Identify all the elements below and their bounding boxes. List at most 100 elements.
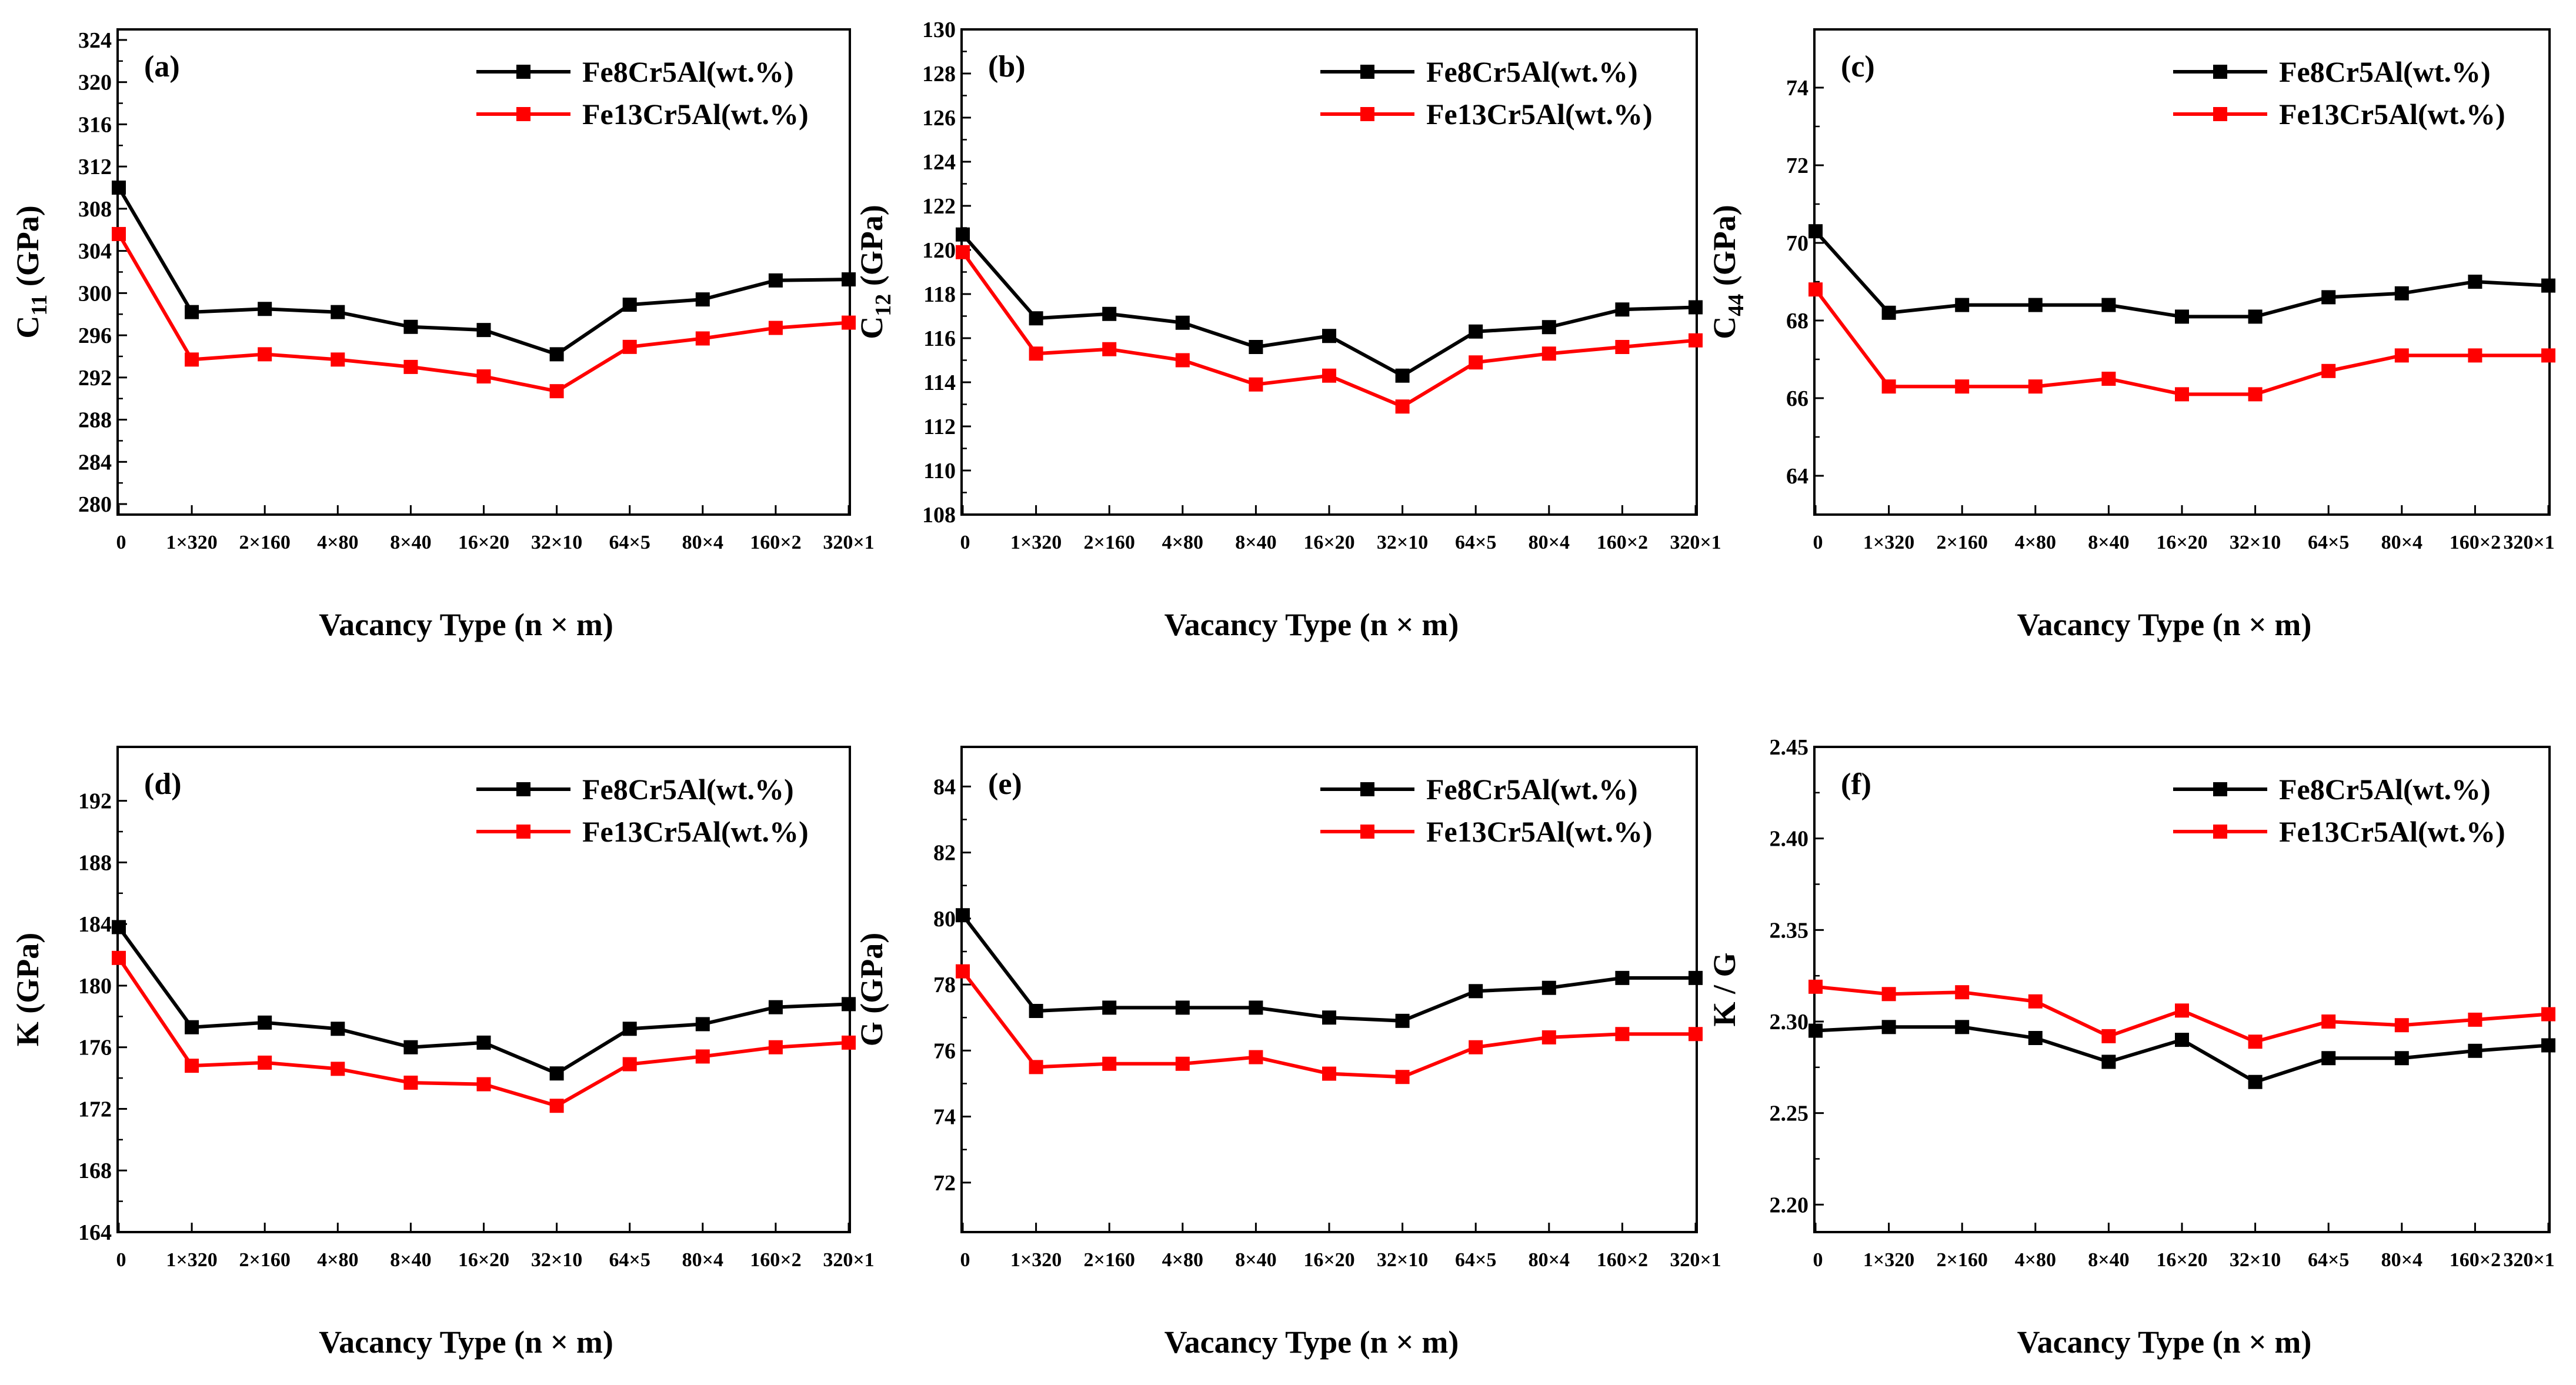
y-tick-label: 172 <box>78 1097 112 1122</box>
legend-marker <box>1360 65 1374 79</box>
x-axis-title: Vacancy Type (n × m) <box>1164 607 1459 642</box>
data-point-fe8cr5al <box>185 1020 199 1034</box>
y-tick-label: 288 <box>78 408 112 433</box>
data-point-fe13cr5al <box>2028 994 2043 1009</box>
data-point-fe13cr5al <box>2101 372 2116 386</box>
data-point-fe8cr5al <box>1808 1023 1823 1038</box>
data-point-fe8cr5al <box>258 302 272 316</box>
x-tick-label: 0 <box>116 1249 126 1271</box>
data-point-fe8cr5al <box>2394 1051 2409 1066</box>
data-point-fe13cr5al <box>403 359 418 374</box>
y-axis-title-main: K <box>10 1022 45 1046</box>
data-point-fe13cr5al <box>1249 377 1263 392</box>
y-axis-title-main: C <box>10 316 45 339</box>
x-tick-label: 80×4 <box>682 1249 723 1271</box>
y-tick-label: 2.20 <box>1770 1193 1809 1217</box>
x-tick-label: 64×5 <box>609 532 650 553</box>
x-tick-label: 64×5 <box>2308 532 2349 553</box>
x-tick-label: 1×320 <box>1863 532 1914 553</box>
data-point-fe8cr5al <box>1102 1000 1117 1015</box>
data-point-fe8cr5al <box>842 997 856 1012</box>
x-tick-label: 32×10 <box>2230 532 2281 553</box>
y-tick-label: 114 <box>923 371 956 395</box>
x-tick-label: 64×5 <box>609 1249 650 1271</box>
x-tick-label: 16×20 <box>458 532 509 553</box>
data-point-fe8cr5al <box>331 305 345 319</box>
data-point-fe8cr5al <box>1469 324 1483 339</box>
data-point-fe8cr5al <box>331 1022 345 1036</box>
x-tick-label: 32×10 <box>1377 532 1428 553</box>
y-tick-label: 72 <box>1786 153 1808 178</box>
data-point-fe8cr5al <box>768 273 783 288</box>
data-point-fe13cr5al <box>2028 379 2043 394</box>
y-axis-title-subscript: 44 <box>1724 294 1749 316</box>
data-point-fe8cr5al <box>1881 305 1896 320</box>
data-point-fe8cr5al <box>1395 1013 1410 1028</box>
y-tick-label: 192 <box>78 789 112 814</box>
y-tick-label: 316 <box>78 112 112 137</box>
x-tick-label: 32×10 <box>1377 1249 1428 1271</box>
data-point-fe8cr5al <box>2468 1043 2482 1058</box>
y-tick-label: 108 <box>922 503 956 528</box>
data-point-fe13cr5al <box>1175 353 1190 368</box>
panel-label: (c) <box>1841 50 1875 84</box>
data-point-fe8cr5al <box>2321 290 2336 305</box>
data-point-fe13cr5al <box>2394 1018 2409 1033</box>
data-point-fe8cr5al <box>112 181 126 195</box>
data-point-fe8cr5al <box>1808 224 1823 239</box>
legend-label: Fe8Cr5Al(wt.%) <box>1426 773 1638 806</box>
legend-marker <box>516 782 530 796</box>
x-tick-label: 160×2 <box>1597 532 1648 553</box>
legend-label: Fe13Cr5Al(wt.%) <box>2279 815 2505 848</box>
data-point-fe8cr5al <box>2175 309 2189 324</box>
data-point-fe13cr5al <box>1469 355 1483 370</box>
x-tick-label: 320×1 <box>1670 532 1721 553</box>
x-tick-label: 4×80 <box>1162 532 1203 553</box>
data-point-fe13cr5al <box>1102 1056 1117 1071</box>
x-tick-label: 1×320 <box>1863 1249 1914 1271</box>
x-tick-label: 32×10 <box>531 1249 582 1271</box>
data-point-fe13cr5al <box>622 1057 637 1072</box>
x-tick-label: 8×40 <box>2088 1249 2129 1271</box>
data-point-fe8cr5al <box>768 1000 783 1014</box>
y-tick-label: 76 <box>933 1039 956 1063</box>
data-point-fe8cr5al <box>476 1035 491 1050</box>
data-point-fe8cr5al <box>1541 320 1556 335</box>
data-point-fe13cr5al <box>1102 342 1117 356</box>
y-axis-title-main: G <box>854 1022 889 1046</box>
legend-label: Fe13Cr5Al(wt.%) <box>1426 815 1653 848</box>
x-tick-label: 80×4 <box>682 532 723 553</box>
data-point-fe13cr5al <box>2175 387 2189 402</box>
y-tick-label: 184 <box>78 912 112 937</box>
data-point-fe8cr5al <box>1175 1000 1190 1015</box>
x-axis-title: Vacancy Type (n × m) <box>2017 1324 2312 1360</box>
data-point-fe8cr5al <box>2468 275 2482 289</box>
x-tick-label: 16×20 <box>458 1249 509 1271</box>
x-tick-label: 80×4 <box>1529 532 1570 553</box>
x-tick-label: 2×160 <box>239 532 291 553</box>
data-point-fe13cr5al <box>695 331 710 346</box>
x-tick-label: 32×10 <box>531 532 582 553</box>
data-point-fe8cr5al <box>622 1022 637 1036</box>
x-tick-label: 320×1 <box>1670 1249 1721 1271</box>
data-point-fe13cr5al <box>2248 1034 2263 1049</box>
data-point-fe13cr5al <box>185 1059 199 1073</box>
x-tick-label: 16×20 <box>2156 532 2207 553</box>
y-axis-title-main: C <box>1707 316 1742 339</box>
y-tick-label: 66 <box>1786 386 1808 411</box>
y-tick-label: 2.25 <box>1770 1102 1809 1126</box>
x-tick-label: 4×80 <box>1162 1249 1203 1271</box>
y-tick-label: 116 <box>923 326 956 351</box>
data-point-fe8cr5al <box>2541 278 2555 293</box>
y-tick-label: 284 <box>78 450 112 475</box>
legend-marker <box>1360 825 1374 839</box>
data-point-fe13cr5al <box>2394 348 2409 363</box>
x-tick-label: 1×320 <box>1010 532 1062 553</box>
legend-marker <box>2213 107 2227 121</box>
data-point-fe8cr5al <box>1249 1000 1263 1015</box>
x-tick-label: 160×2 <box>750 532 801 553</box>
x-tick-label: 64×5 <box>1455 532 1496 553</box>
x-axis-title: Vacancy Type (n × m) <box>2017 607 2312 642</box>
data-point-fe8cr5al <box>695 292 710 307</box>
legend-label: Fe8Cr5Al(wt.%) <box>1426 55 1638 88</box>
